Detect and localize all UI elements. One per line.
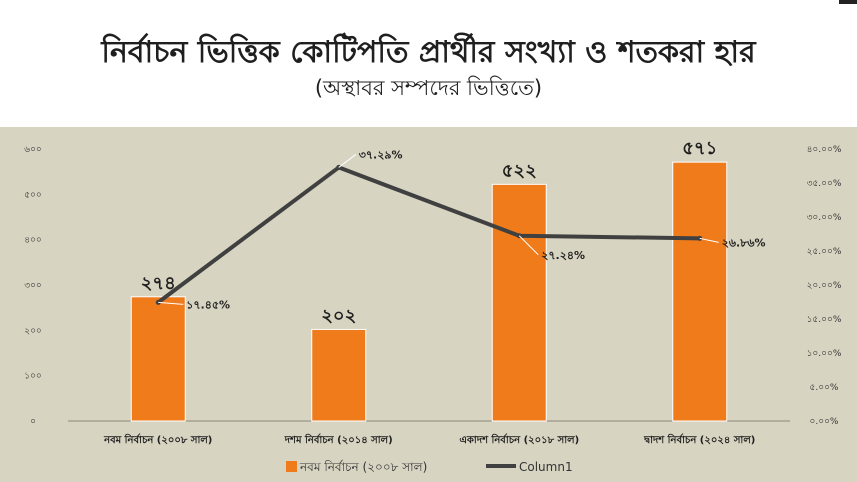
right-tick-label: ৩৫.০০% [807, 179, 842, 189]
right-tick-label: ৫.০০% [810, 383, 839, 393]
data-label-leader [158, 301, 184, 305]
bar [311, 328, 367, 422]
left-tick-label: ৫০০ [24, 190, 42, 200]
left-tick-label: ১০০ [24, 372, 42, 382]
left-tick-label: ০ [30, 417, 36, 427]
data-label-leader [699, 237, 719, 243]
bar-value-label: ২০২ [321, 305, 356, 326]
right-tick-label: ১০.০০% [807, 349, 842, 359]
legend-label-bars: নবম নির্বাচন (২০০৮ সাল) [299, 460, 427, 474]
right-tick-label: ১৫.০০% [807, 315, 842, 325]
chart-subtitle: (অস্থাবর সম্পদের ভিত্তিতে) [314, 76, 543, 100]
bar-value-label: ৫৭১ [682, 138, 717, 159]
left-tick-label: ৪০০ [24, 236, 42, 246]
line-value-label: ৩৭.২৯% [359, 148, 403, 161]
bar [491, 183, 547, 422]
bar [130, 296, 186, 422]
right-tick-label: ৩০.০০% [807, 213, 842, 223]
data-label-leader [338, 154, 357, 168]
left-tick-label: ৩০০ [24, 281, 42, 291]
data-label-leader [518, 235, 539, 256]
category-label: দশম নির্বাচন (২০১৪ সাল) [284, 433, 393, 446]
title-area: নির্বাচন ভিত্তিক কোটিপতি প্রার্থীর সংখ্য… [0, 0, 857, 127]
left-tick-label: ২০০ [24, 326, 42, 336]
legend-swatch-bars [286, 461, 297, 472]
category-label: নবম নির্বাচন (২০০৮ সাল) [103, 433, 212, 446]
line-value-label: ১৭.৪৫% [186, 298, 230, 311]
line-series [157, 165, 700, 304]
category-label: একাদশ নির্বাচন (২০১৮ সাল) [459, 433, 579, 446]
left-tick-label: ৬০০ [24, 145, 42, 155]
chart-title: নির্বাচন ভিত্তিক কোটিপতি প্রার্থীর সংখ্য… [101, 35, 756, 70]
right-tick-label: ২৫.০০% [807, 247, 842, 257]
category-label: দ্বাদশ নির্বাচন (২০২৪ সাল) [643, 433, 755, 446]
right-tick-label: ২০.০০% [807, 281, 842, 291]
right-tick-label: ০.০০% [810, 417, 839, 427]
line-value-label: ২৭.২৪% [541, 249, 585, 262]
line-value-label: ২৬.৮৬% [722, 236, 766, 249]
bar-value-label: ২৭৪ [141, 273, 176, 294]
bar [672, 161, 728, 422]
bar-value-label: ৫২২ [502, 160, 537, 181]
corner-mark [839, 0, 857, 4]
legend-label-line: Column1 [519, 460, 573, 474]
right-tick-label: ৪০.০০% [807, 145, 842, 155]
